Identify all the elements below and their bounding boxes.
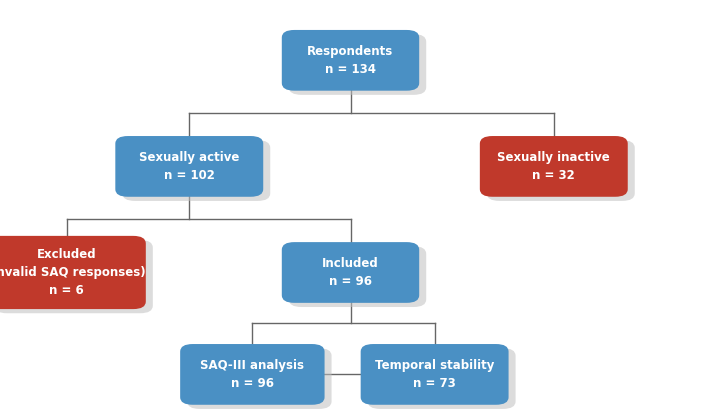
FancyBboxPatch shape (0, 240, 153, 313)
FancyBboxPatch shape (282, 242, 419, 303)
FancyBboxPatch shape (486, 140, 635, 201)
Text: Respondents
n = 134: Respondents n = 134 (307, 45, 394, 76)
Text: Sexually inactive
n = 32: Sexually inactive n = 32 (498, 151, 610, 182)
FancyBboxPatch shape (360, 344, 508, 405)
FancyBboxPatch shape (180, 344, 325, 405)
FancyBboxPatch shape (0, 236, 146, 309)
FancyBboxPatch shape (479, 136, 628, 197)
Text: Temporal stability
n = 73: Temporal stability n = 73 (375, 359, 494, 390)
Text: Included
n = 96: Included n = 96 (322, 257, 379, 288)
FancyBboxPatch shape (187, 348, 332, 409)
Text: Excluded
(invalid SAQ responses)
n = 6: Excluded (invalid SAQ responses) n = 6 (0, 248, 146, 297)
FancyBboxPatch shape (289, 246, 426, 307)
FancyBboxPatch shape (289, 34, 426, 95)
FancyBboxPatch shape (116, 136, 264, 197)
FancyBboxPatch shape (282, 30, 419, 91)
Text: Sexually active
n = 102: Sexually active n = 102 (139, 151, 240, 182)
FancyBboxPatch shape (367, 348, 515, 409)
FancyBboxPatch shape (123, 140, 271, 201)
Text: SAQ-III analysis
n = 96: SAQ-III analysis n = 96 (200, 359, 304, 390)
